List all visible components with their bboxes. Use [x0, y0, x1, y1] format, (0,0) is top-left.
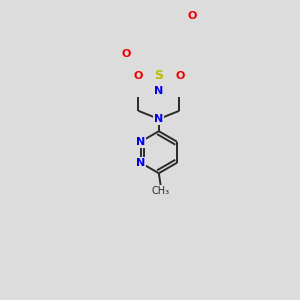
Text: N: N: [154, 114, 164, 124]
Text: N: N: [136, 158, 145, 168]
Text: S: S: [154, 69, 163, 82]
Text: O: O: [133, 70, 142, 81]
Text: CH₃: CH₃: [152, 186, 170, 196]
Text: O: O: [175, 70, 184, 81]
Text: N: N: [136, 137, 145, 147]
Text: N: N: [154, 85, 164, 95]
Text: O: O: [121, 49, 130, 59]
Text: O: O: [187, 11, 196, 21]
